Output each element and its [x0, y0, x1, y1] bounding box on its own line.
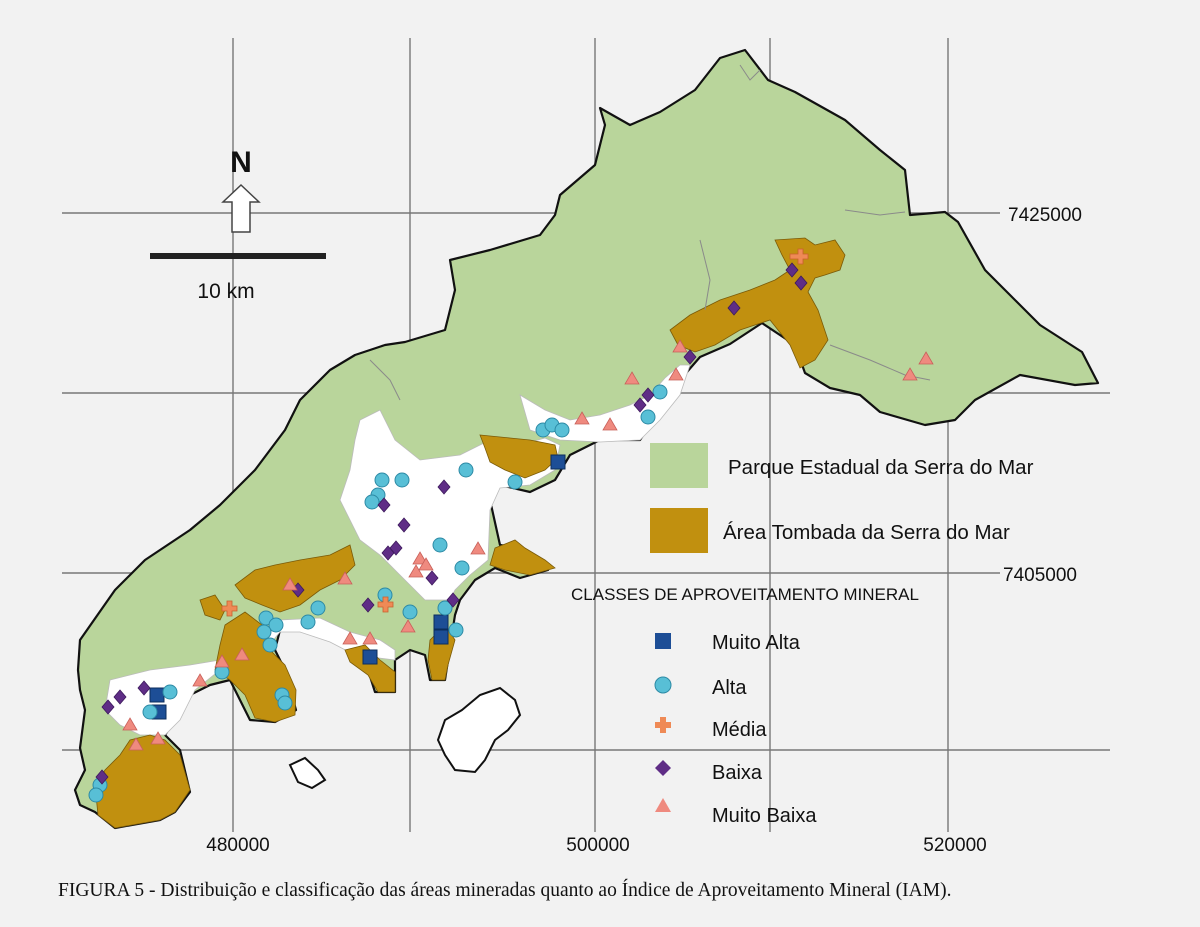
small-island [290, 758, 325, 788]
legend-swatch-parque [650, 443, 708, 488]
point-alta [433, 538, 447, 552]
northing-7405000: 7405000 [1003, 565, 1077, 586]
point-alta [257, 625, 271, 639]
point-alta [163, 685, 177, 699]
legend-label-alta: Alta [712, 677, 747, 699]
north-arrow: N [223, 146, 259, 232]
point-alta [459, 463, 473, 477]
legend-label-media: Média [712, 719, 767, 741]
point-alta [365, 495, 379, 509]
point-alta [395, 473, 409, 487]
island [438, 688, 520, 772]
point-alta [555, 423, 569, 437]
point-alta [455, 561, 469, 575]
point-alta [301, 615, 315, 629]
legend-swatch-tombada [650, 508, 708, 553]
scale-bar: 10 km [150, 253, 326, 303]
scale-bar-label: 10 km [197, 280, 254, 303]
scale-bar-line [150, 253, 326, 259]
easting-500000: 500000 [566, 835, 629, 856]
point-muito-alta [434, 615, 448, 629]
point-alta [508, 475, 522, 489]
point-alta [89, 788, 103, 802]
legend-label-muito-baixa: Muito Baixa [712, 805, 817, 827]
easting-520000: 520000 [923, 835, 986, 856]
point-alta [403, 605, 417, 619]
north-arrow-icon [223, 185, 259, 232]
legend-label-parque: Parque Estadual da Serra do Mar [728, 456, 1034, 479]
legend-label-muito-alta: Muito Alta [712, 632, 801, 654]
northing-7425000: 7425000 [1008, 205, 1082, 226]
point-alta [653, 385, 667, 399]
figure-caption: FIGURA 5 - Distribuição e classificação … [58, 880, 1158, 902]
point-muito-alta [434, 630, 448, 644]
point-alta [278, 696, 292, 710]
legend-symbol-media [655, 717, 671, 733]
easting-480000: 480000 [206, 835, 269, 856]
legend-symbol-muito-alta [655, 633, 671, 649]
legend-symbol-alta [655, 677, 671, 693]
legend-classes-title: CLASSES DE APROVEITAMENTO MINERAL [571, 585, 919, 604]
point-alta [375, 473, 389, 487]
legend-label-baixa: Baixa [712, 762, 763, 784]
point-alta [641, 410, 655, 424]
point-alta [143, 705, 157, 719]
point-muito-alta [551, 455, 565, 469]
point-muito-alta [363, 650, 377, 664]
legend: Parque Estadual da Serra do Mar Área Tom… [571, 443, 1034, 827]
legend-label-tombada: Área Tombada da Serra do Mar [723, 521, 1010, 544]
point-alta [263, 638, 277, 652]
point-muito-alta [150, 688, 164, 702]
point-alta [449, 623, 463, 637]
point-alta [311, 601, 325, 615]
legend-symbol-baixa [655, 760, 671, 776]
north-label: N [230, 146, 252, 179]
legend-symbol-muito-baixa [655, 798, 671, 812]
